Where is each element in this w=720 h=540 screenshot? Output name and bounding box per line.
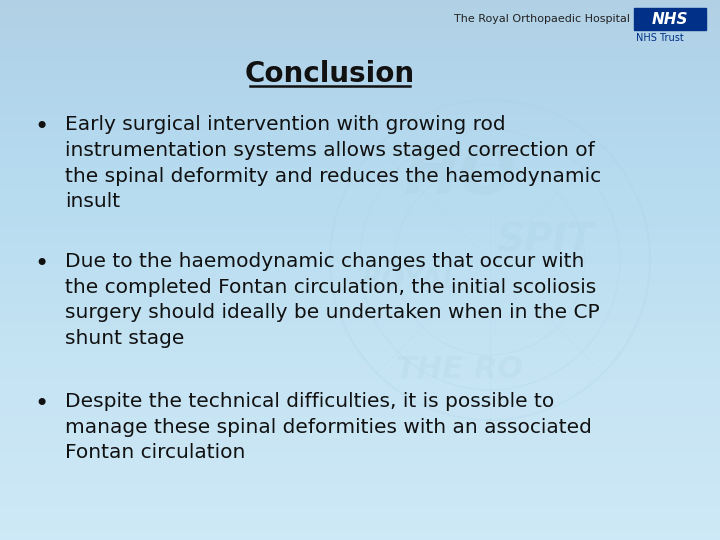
Text: HO: HO [404,142,516,208]
Text: •: • [35,252,49,276]
FancyBboxPatch shape [634,8,706,30]
Text: ROYAL: ROYAL [360,266,460,294]
Text: Conclusion: Conclusion [245,60,415,88]
Text: SPIT: SPIT [496,221,594,259]
Text: The Royal Orthopaedic Hospital: The Royal Orthopaedic Hospital [454,14,630,24]
Text: •: • [35,115,49,139]
Text: THE RO: THE RO [397,355,523,384]
Text: NHS: NHS [652,11,688,26]
Text: •: • [35,392,49,416]
Text: Despite the technical difficulties, it is possible to
manage these spinal deform: Despite the technical difficulties, it i… [65,392,592,462]
Text: NHS Trust: NHS Trust [636,33,684,43]
Text: Due to the haemodynamic changes that occur with
the completed Fontan circulation: Due to the haemodynamic changes that occ… [65,252,600,348]
Text: Early surgical intervention with growing rod
instrumentation systems allows stag: Early surgical intervention with growing… [65,115,601,211]
